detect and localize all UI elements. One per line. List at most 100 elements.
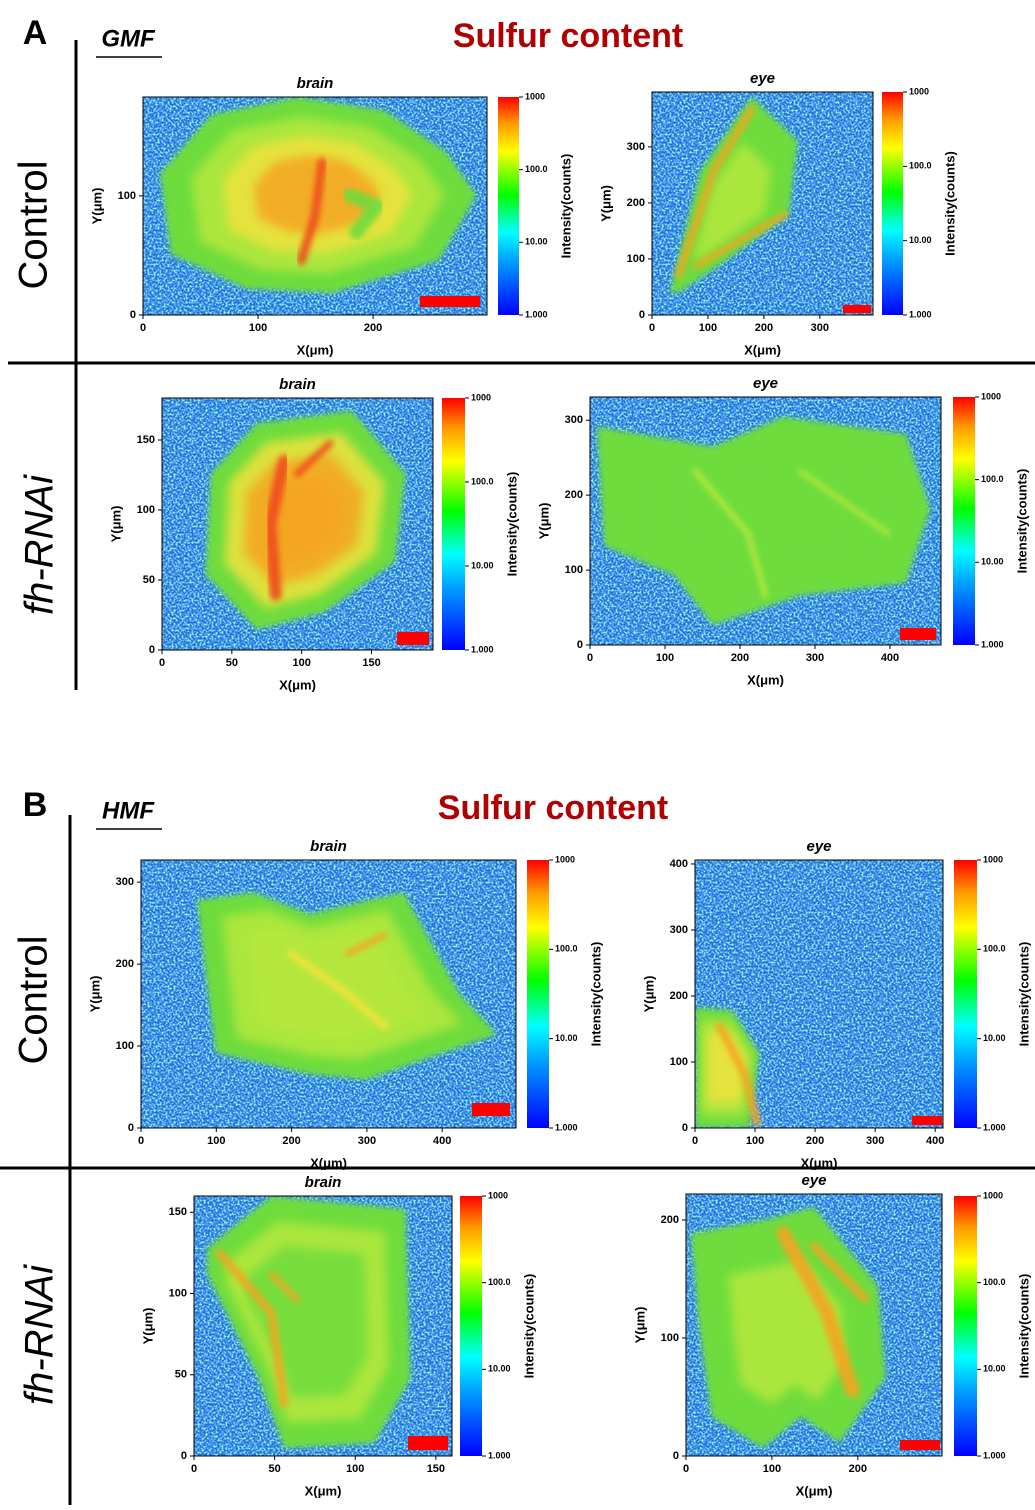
x-tick-label: 200 bbox=[849, 1463, 867, 1475]
colorbar-tick-label: 10.00 bbox=[981, 557, 1004, 567]
colorbar-label: Intensity(counts) bbox=[504, 472, 519, 577]
x-tick-label: 100 bbox=[656, 652, 674, 664]
colorbar-tick-label: 1.000 bbox=[981, 639, 1004, 649]
colorbar bbox=[460, 1196, 482, 1456]
colorbar-tick-label: 1.000 bbox=[525, 309, 548, 319]
colorbar-tick-label: 1.000 bbox=[983, 1450, 1006, 1460]
hot-streak bbox=[675, 106, 755, 279]
y-tick-label: 0 bbox=[577, 639, 583, 651]
colorbar-label: Intensity(counts) bbox=[588, 942, 603, 1047]
x-tick-label: 200 bbox=[731, 652, 749, 664]
x-tick-label: 100 bbox=[207, 1135, 225, 1147]
y-tick-label: 0 bbox=[673, 1450, 679, 1462]
x-axis-label: X(μm) bbox=[744, 342, 781, 357]
x-tick-label: 400 bbox=[433, 1135, 451, 1147]
x-tick-label: 50 bbox=[269, 1463, 281, 1475]
x-tick-label: 400 bbox=[926, 1135, 944, 1147]
y-tick-label: 0 bbox=[130, 309, 136, 321]
x-tick-label: 300 bbox=[358, 1135, 376, 1147]
row-label: fh-RNAi bbox=[18, 1264, 62, 1405]
x-tick-label: 200 bbox=[755, 322, 773, 334]
plot-title: brain bbox=[310, 838, 347, 855]
hot-streak bbox=[342, 188, 384, 240]
x-axis-label: X(μm) bbox=[297, 342, 334, 357]
sample-region bbox=[663, 456, 864, 582]
x-tick-label: 100 bbox=[746, 1135, 764, 1147]
section-title: Sulfur content bbox=[438, 789, 668, 827]
heatmap-panel: 0 100 200 0 100 brain X(μm) Y(μm) 1.000 10.00 100.… bbox=[89, 75, 573, 357]
hot-streak bbox=[268, 1271, 301, 1303]
heatmap-panel: 0 100 200 0 100 200 eye X(μm) Y(μm) 1.000 10.00 100… bbox=[632, 1172, 1031, 1498]
hot-streak bbox=[344, 932, 388, 957]
y-axis-label: Y(μm) bbox=[641, 976, 656, 1013]
y-tick-label: 100 bbox=[118, 190, 136, 202]
plot-title: eye bbox=[801, 1172, 826, 1189]
y-tick-label: 200 bbox=[565, 489, 583, 501]
plot-title: eye bbox=[750, 70, 775, 87]
colorbar-tick-label: 10.00 bbox=[555, 1033, 578, 1043]
y-tick-label: 150 bbox=[137, 434, 155, 446]
colorbar-label: Intensity(counts) bbox=[1016, 942, 1031, 1047]
plot-title: brain bbox=[305, 1174, 342, 1191]
colorbar bbox=[498, 97, 519, 315]
plot-frame bbox=[685, 1193, 943, 1457]
x-tick-label: 200 bbox=[282, 1135, 300, 1147]
colorbar-tick-label: 100.0 bbox=[983, 1277, 1006, 1287]
hot-streak bbox=[810, 1242, 870, 1303]
y-tick-label: 0 bbox=[128, 1122, 134, 1134]
y-tick-label: 300 bbox=[565, 414, 583, 426]
hot-streak bbox=[215, 1249, 289, 1408]
heatmap-image bbox=[590, 397, 941, 645]
colorbar-tick-label: 1000 bbox=[983, 1190, 1003, 1200]
y-tick-label: 200 bbox=[670, 990, 688, 1002]
y-tick-label: 200 bbox=[627, 197, 645, 209]
sample-region bbox=[245, 1246, 368, 1398]
colorbar-tick-label: 100.0 bbox=[983, 944, 1006, 954]
plot-title: eye bbox=[806, 838, 831, 855]
x-tick-label: 150 bbox=[362, 657, 380, 669]
colorbar-tick-label: 100.0 bbox=[525, 164, 548, 174]
y-tick-label: 400 bbox=[670, 858, 688, 870]
hot-streak bbox=[776, 1226, 860, 1398]
x-axis-label: X(μm) bbox=[801, 1155, 838, 1170]
colorbar-tick-label: 10.00 bbox=[909, 235, 932, 245]
y-tick-label: 100 bbox=[565, 564, 583, 576]
section-title: Sulfur content bbox=[453, 17, 683, 55]
colorbar-tick-label: 1.000 bbox=[555, 1122, 578, 1132]
x-tick-label: 100 bbox=[346, 1463, 364, 1475]
heatmap-image bbox=[162, 398, 433, 650]
colorbar bbox=[953, 397, 975, 645]
scale-bar bbox=[397, 632, 429, 645]
x-tick-label: 300 bbox=[866, 1135, 884, 1147]
colorbar-tick-label: 1000 bbox=[471, 392, 491, 402]
x-tick-label: 100 bbox=[699, 322, 717, 334]
y-axis-label: Y(μm) bbox=[140, 1308, 155, 1345]
y-axis-label: Y(μm) bbox=[536, 503, 551, 540]
y-tick-label: 50 bbox=[143, 574, 155, 586]
hot-streak bbox=[693, 211, 788, 269]
colorbar-tick-label: 1.000 bbox=[983, 1122, 1006, 1132]
sample-region bbox=[693, 142, 771, 260]
x-tick-label: 100 bbox=[293, 657, 311, 669]
colorbar-tick-label: 10.00 bbox=[983, 1033, 1006, 1043]
scale-bar bbox=[472, 1103, 510, 1116]
y-tick-label: 300 bbox=[116, 876, 134, 888]
y-tick-label: 0 bbox=[149, 644, 155, 656]
x-tick-label: 0 bbox=[692, 1135, 698, 1147]
x-tick-label: 200 bbox=[806, 1135, 824, 1147]
colorbar-label: Intensity(counts) bbox=[1014, 469, 1029, 574]
y-tick-label: 0 bbox=[181, 1450, 187, 1462]
colorbar-tick-label: 100.0 bbox=[909, 161, 932, 171]
hot-streak bbox=[264, 455, 290, 601]
colorbar-tick-label: 1.000 bbox=[488, 1450, 511, 1460]
colorbar-tick-label: 1000 bbox=[555, 854, 575, 864]
plot-frame bbox=[651, 91, 874, 316]
heatmap-panel: 0 100 200 300 0 100 200 300 eye X(μm) Y(μm) 1.000 10… bbox=[598, 70, 957, 357]
y-axis-label: Y(μm) bbox=[89, 188, 104, 225]
hot-streak bbox=[798, 468, 891, 536]
plot-title: brain bbox=[279, 376, 316, 393]
y-tick-label: 200 bbox=[661, 1214, 679, 1226]
scale-bar bbox=[408, 1436, 448, 1450]
scale-bar bbox=[900, 1440, 940, 1450]
